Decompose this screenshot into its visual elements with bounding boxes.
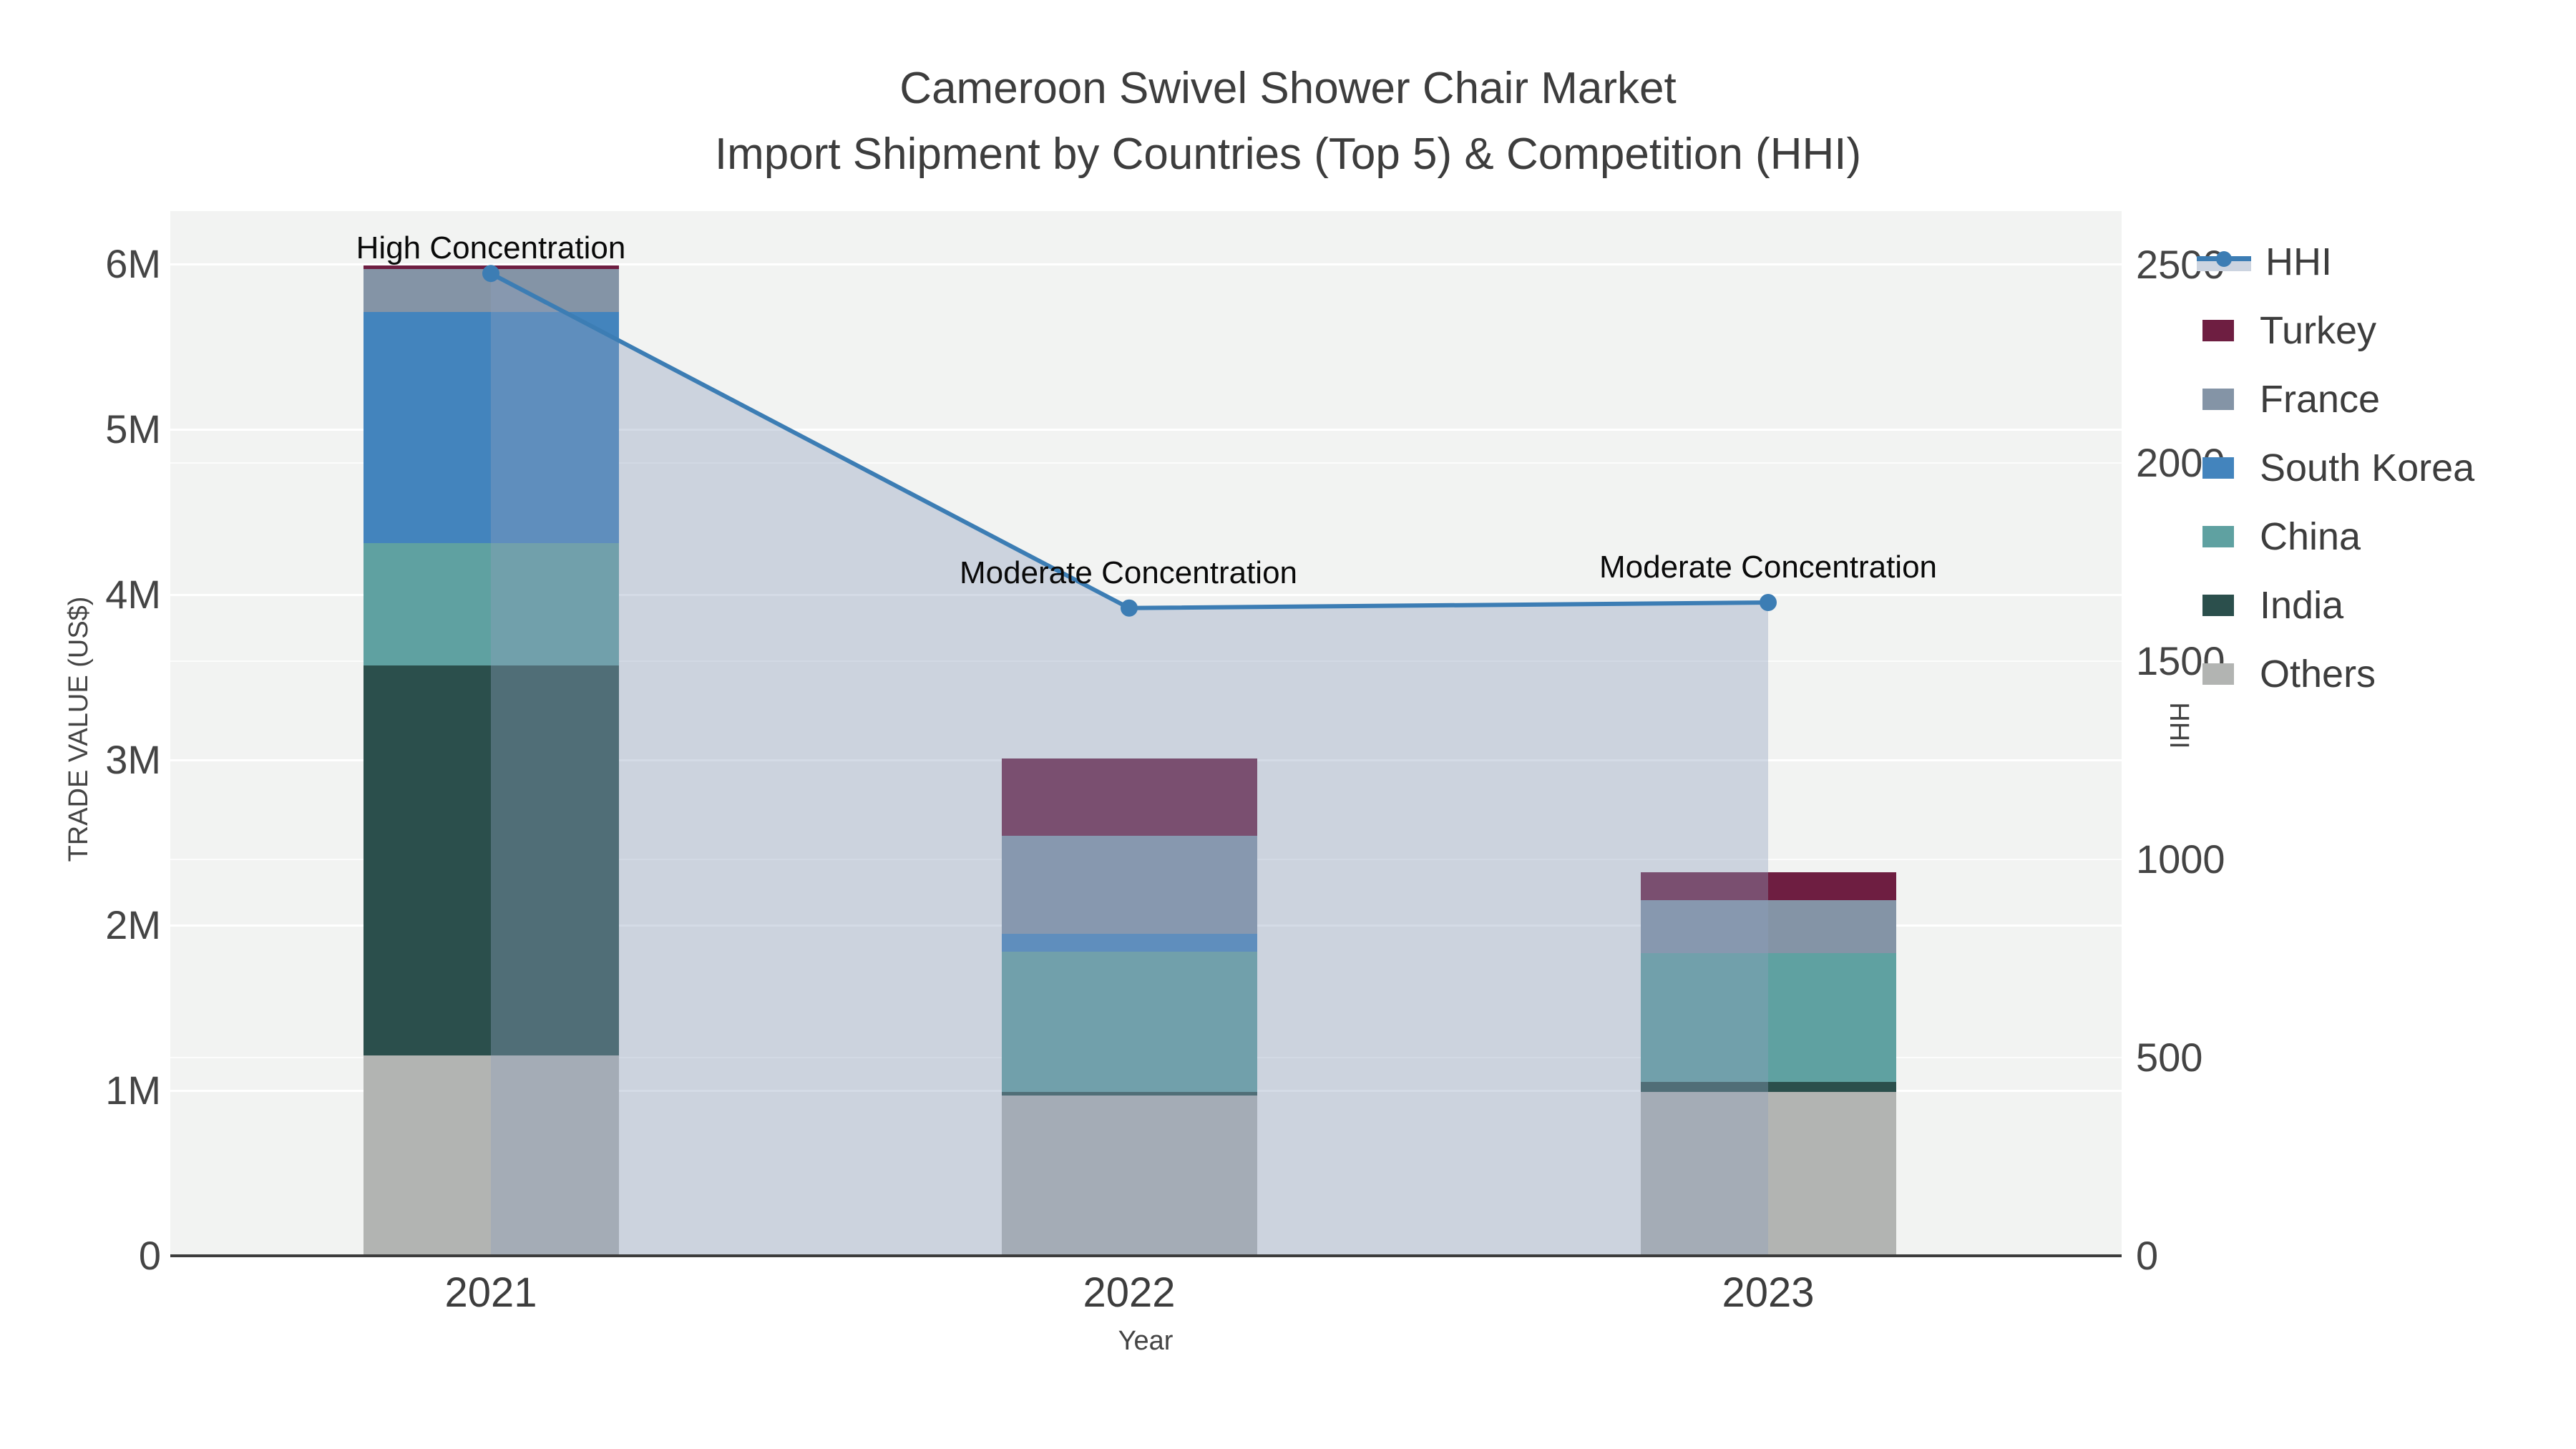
chart-title-line1: Cameroon Swivel Shower Chair Market (899, 64, 1677, 113)
y-left-tick-2: 2M (105, 902, 161, 947)
gridline-right-1500 (170, 660, 2122, 662)
y-left-tick-3: 3M (105, 737, 161, 782)
y-right-tick-2: 1000 (2136, 836, 2225, 882)
y-right-tick-0: 0 (2136, 1233, 2159, 1278)
turkey-swatch-icon (2202, 320, 2234, 341)
legend-label-others: Others (2260, 653, 2376, 696)
chart-title-line2: Import Shipment by Countries (Top 5) & C… (714, 130, 1862, 179)
y-right-tick-1: 500 (2136, 1035, 2203, 1080)
bar-segment-france-2023 (1640, 900, 1896, 954)
bar-segment-india-2022 (1001, 1092, 1257, 1096)
bar-segment-france-2022 (1001, 836, 1257, 934)
y-left-tick-4: 4M (105, 572, 161, 617)
bar-segment-india-2023 (1640, 1082, 1896, 1093)
plot-area (170, 211, 2122, 1256)
gridline-right-2500 (170, 264, 2122, 265)
gridline-left-5M (170, 429, 2122, 431)
legend-label-hhi: HHI (2265, 240, 2332, 283)
x-axis-title: Year (1118, 1326, 1174, 1356)
x-tick-2023: 2023 (1722, 1269, 1815, 1316)
legend-item-france[interactable]: France (2202, 365, 2474, 434)
x-axis-line (170, 1254, 2122, 1257)
legend-label-china: China (2260, 515, 2361, 558)
hhi-marker-2023 (1760, 594, 1777, 612)
bar-segment-south-korea-2022 (1001, 933, 1257, 952)
y-right-axis-title: HHI (2164, 702, 2194, 749)
legend-label-south-korea: South Korea (2260, 447, 2475, 489)
bar-segment-india-2021 (363, 665, 619, 1056)
y-left-tick-1: 1M (105, 1068, 161, 1113)
bar-segment-others-2021 (363, 1055, 619, 1256)
annotation-2023: Moderate Concentration (1599, 550, 1938, 585)
legend-item-china[interactable]: China (2202, 502, 2474, 571)
bar-segment-south-korea-2021 (363, 311, 619, 544)
legend-item-others[interactable]: Others (2202, 640, 2474, 708)
y-left-tick-6: 6M (105, 241, 161, 286)
legend-label-france: France (2260, 378, 2381, 421)
bar-segment-china-2021 (363, 543, 619, 666)
gridline-right-2000 (170, 462, 2122, 464)
y-left-tick-5: 5M (105, 406, 161, 452)
china-swatch-icon (2202, 526, 2234, 547)
legend-item-turkey[interactable]: Turkey (2202, 296, 2474, 365)
hhi-line-swatch-icon (2197, 251, 2251, 273)
hhi-overlay (482, 265, 1777, 1256)
others-swatch-icon (2202, 663, 2234, 685)
france-swatch-icon (2202, 389, 2234, 410)
hhi-marker-2022 (1121, 599, 1138, 617)
bar-segment-turkey-2022 (1001, 758, 1257, 836)
legend-label-turkey: Turkey (2260, 309, 2377, 352)
bar-segment-turkey-2023 (1640, 872, 1896, 901)
bar-segment-china-2023 (1640, 953, 1896, 1083)
y-left-tick-0: 0 (138, 1233, 161, 1278)
x-tick-2021: 2021 (444, 1269, 537, 1316)
bar-segment-china-2022 (1001, 951, 1257, 1093)
x-tick-2022: 2022 (1083, 1269, 1176, 1316)
chart-title: Cameroon Swivel Shower Chair Market Impo… (0, 56, 2576, 187)
legend: HHI Turkey France South Korea China Indi… (2197, 228, 2474, 708)
hhi-marker-2021 (482, 265, 499, 283)
y-left-axis-title: TRADE VALUE (US$) (64, 596, 94, 862)
annotation-2021: High Concentration (356, 230, 626, 265)
annotation-2022: Moderate Concentration (959, 555, 1298, 590)
bar-segment-others-2022 (1001, 1095, 1257, 1256)
hhi-area-fill (491, 273, 1768, 1256)
legend-item-india[interactable]: India (2202, 571, 2474, 640)
india-swatch-icon (2202, 595, 2234, 616)
bar-segment-others-2023 (1640, 1092, 1896, 1256)
legend-item-south-korea[interactable]: South Korea (2202, 434, 2474, 502)
legend-label-india: India (2260, 584, 2344, 627)
gridline-left-4M (170, 594, 2122, 596)
legend-item-hhi[interactable]: HHI (2197, 228, 2474, 296)
south-korea-swatch-icon (2202, 457, 2234, 479)
